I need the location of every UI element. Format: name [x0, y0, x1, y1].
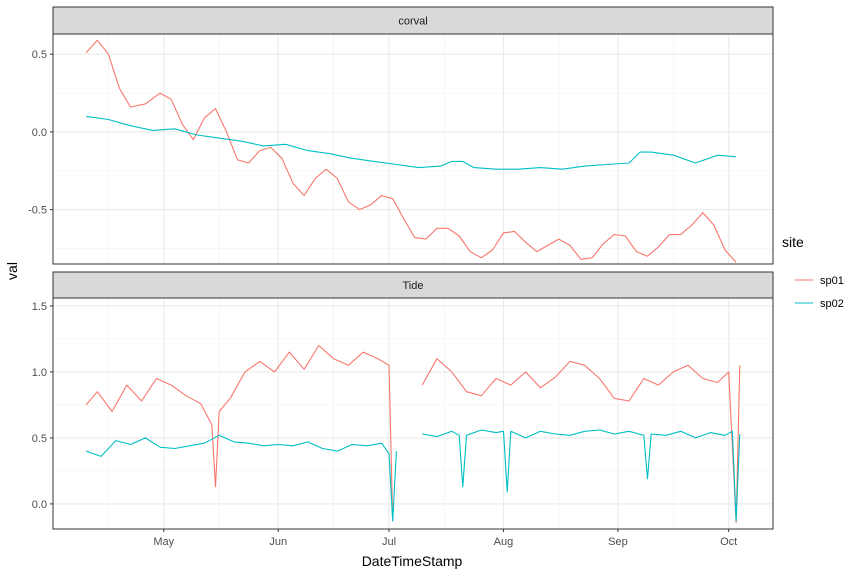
series-line-sp01: [85, 39, 737, 263]
x-tick-label: Oct: [720, 536, 737, 548]
y-tick-label: 0.0: [32, 127, 47, 139]
facet-strip-label: corval: [398, 16, 427, 28]
legend: site sp01 sp02: [782, 234, 844, 310]
y-tick-label: 1.5: [32, 301, 47, 313]
x-tick-label: Jul: [382, 536, 396, 548]
legend-entry-label: sp02: [820, 298, 844, 310]
x-axis-title: DateTimeStamp: [362, 553, 463, 569]
panel-corval: corval 0.5 0.0 -0.5: [28, 6, 774, 265]
facet-strip-label: Tide: [403, 280, 424, 292]
legend-entry-sp02: sp02: [795, 298, 844, 310]
y-tick-label: 0.5: [32, 49, 47, 61]
panel-tide: Tide 1.5 1.0 0.5 0.0: [32, 271, 774, 530]
x-axis: May Jun Jul Aug Sep Oct: [153, 529, 737, 548]
panel-border: [52, 297, 774, 530]
series-line-sp01: [85, 344, 741, 523]
y-tick-label: 0.0: [32, 499, 47, 511]
legend-entry-label: sp01: [820, 275, 844, 287]
panel-background: [53, 298, 773, 529]
x-tick-label: Jun: [269, 536, 287, 548]
facet-strip: [52, 6, 774, 35]
legend-title: site: [782, 234, 804, 250]
y-axis-title: val: [4, 262, 20, 280]
series-line-sp02: [86, 115, 737, 170]
x-tick-label: Sep: [608, 536, 628, 548]
x-tick-label: May: [153, 536, 174, 548]
legend-entry-sp01: sp01: [795, 275, 844, 287]
panels-layer: corval 0.5 0.0 -0.5 Tide 1.5 1.0 0.5 0.0: [28, 6, 774, 530]
x-tick-label: Aug: [494, 536, 514, 548]
y-tick-label: -0.5: [28, 205, 47, 217]
panel-border: [52, 33, 774, 265]
y-tick-label: 1.0: [32, 367, 47, 379]
legend-entries: sp01 sp02: [795, 275, 844, 310]
panel-background: [53, 34, 773, 264]
series-line-sp02: [86, 429, 741, 522]
y-tick-label: 0.5: [32, 433, 47, 445]
